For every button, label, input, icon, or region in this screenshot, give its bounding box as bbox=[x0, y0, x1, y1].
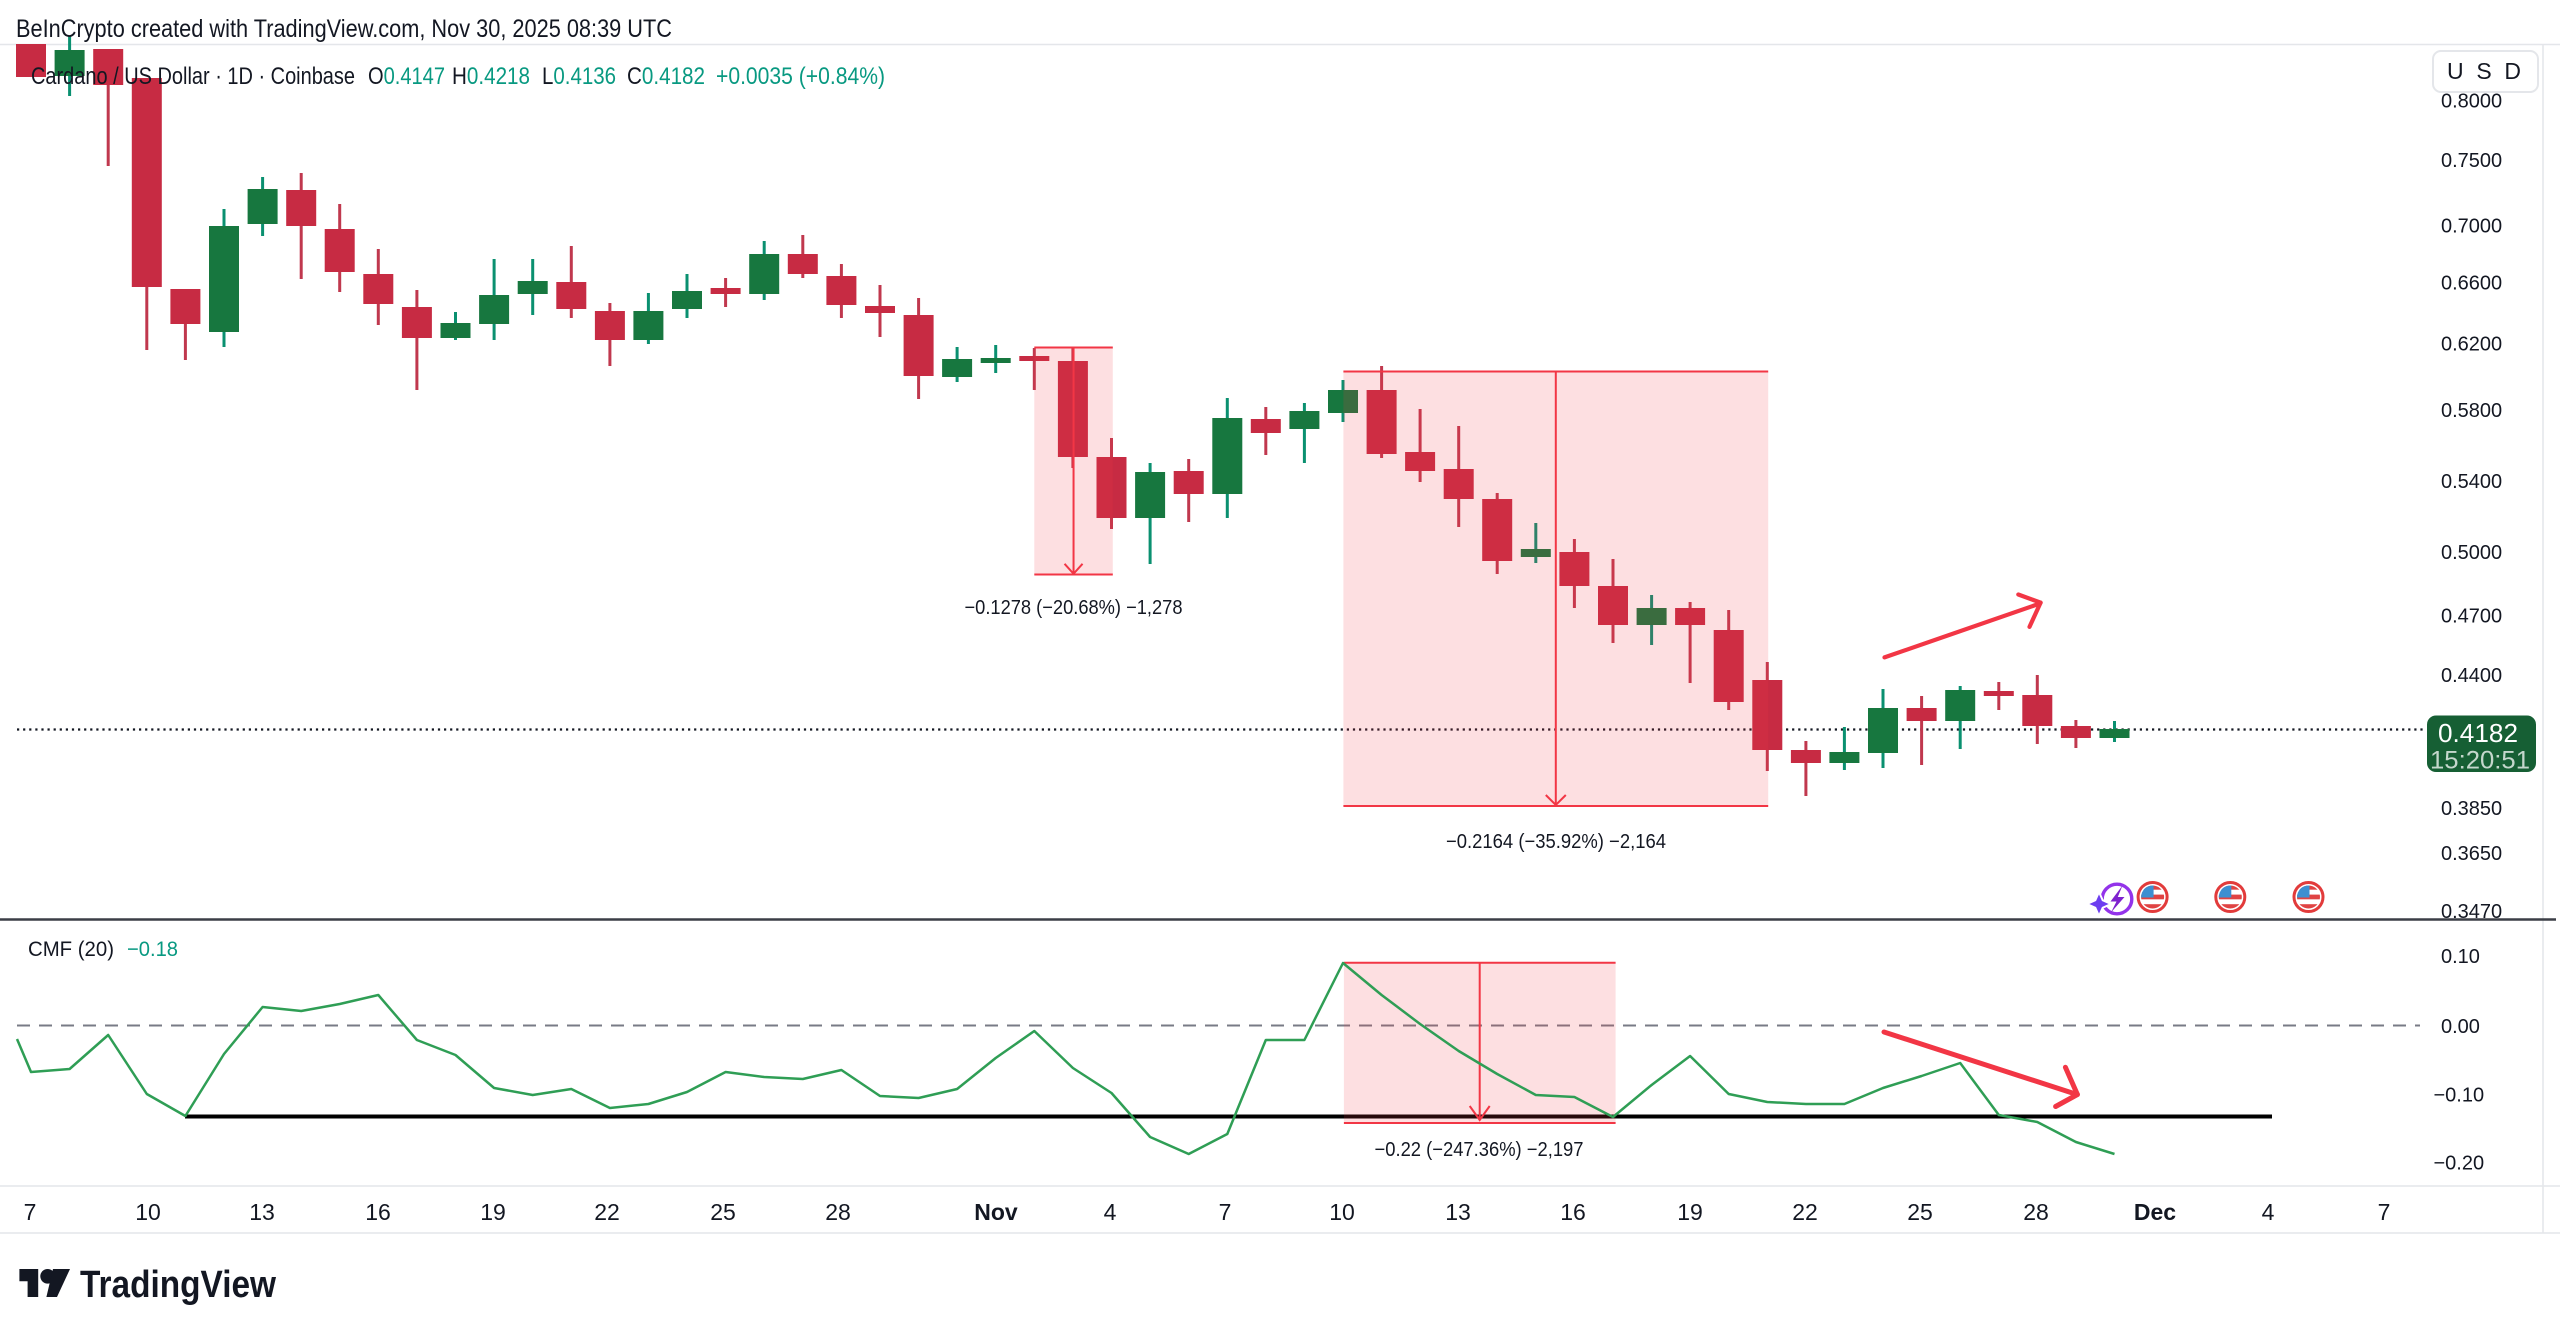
svg-text:4: 4 bbox=[2262, 1199, 2275, 1225]
svg-text:15:20:51: 15:20:51 bbox=[2430, 747, 2530, 775]
svg-text:+0.0035 (+0.84%): +0.0035 (+0.84%) bbox=[716, 63, 885, 90]
svg-text:−0.20: −0.20 bbox=[2434, 1153, 2485, 1175]
svg-text:H0.4218: H0.4218 bbox=[452, 63, 530, 90]
svg-text:0.3650: 0.3650 bbox=[2441, 843, 2502, 865]
svg-text:19: 19 bbox=[1677, 1199, 1703, 1225]
svg-text:16: 16 bbox=[1560, 1199, 1586, 1225]
svg-text:CMF (20): CMF (20) bbox=[28, 938, 114, 961]
svg-text:O0.4147: O0.4147 bbox=[368, 63, 445, 90]
svg-text:0.4700: 0.4700 bbox=[2441, 605, 2502, 627]
svg-text:4: 4 bbox=[1104, 1199, 1117, 1225]
svg-text:0.6200: 0.6200 bbox=[2441, 334, 2502, 356]
svg-text:25: 25 bbox=[1907, 1199, 1933, 1225]
svg-text:10: 10 bbox=[135, 1199, 161, 1225]
svg-text:13: 13 bbox=[1445, 1199, 1471, 1225]
svg-text:−0.10: −0.10 bbox=[2434, 1085, 2485, 1107]
svg-text:−0.18: −0.18 bbox=[127, 938, 178, 961]
svg-text:0.4400: 0.4400 bbox=[2441, 665, 2502, 687]
svg-text:25: 25 bbox=[710, 1199, 736, 1225]
svg-text:−0.22 (−247.36%) −2,197: −0.22 (−247.36%) −2,197 bbox=[1375, 1139, 1584, 1161]
svg-text:Nov: Nov bbox=[974, 1199, 1018, 1225]
svg-text:22: 22 bbox=[594, 1199, 620, 1225]
svg-text:0.4182: 0.4182 bbox=[2438, 718, 2518, 748]
svg-text:−0.2164 (−35.92%) −2,164: −0.2164 (−35.92%) −2,164 bbox=[1446, 831, 1666, 853]
svg-text:0.5000: 0.5000 bbox=[2441, 542, 2502, 564]
svg-text:0.7000: 0.7000 bbox=[2441, 216, 2502, 238]
svg-text:0.00: 0.00 bbox=[2441, 1016, 2480, 1038]
svg-text:0.5800: 0.5800 bbox=[2441, 400, 2502, 422]
svg-text:28: 28 bbox=[2023, 1199, 2049, 1225]
svg-text:L0.4136: L0.4136 bbox=[542, 63, 616, 90]
svg-text:BeInCrypto created with Tradin: BeInCrypto created with TradingView.com,… bbox=[16, 15, 672, 43]
svg-text:0.5400: 0.5400 bbox=[2441, 471, 2502, 493]
svg-text:16: 16 bbox=[365, 1199, 391, 1225]
svg-text:10: 10 bbox=[1329, 1199, 1355, 1225]
svg-text:0.3470: 0.3470 bbox=[2441, 901, 2502, 923]
svg-text:0.6600: 0.6600 bbox=[2441, 272, 2502, 294]
svg-text:7: 7 bbox=[1219, 1199, 1232, 1225]
svg-text:22: 22 bbox=[1792, 1199, 1818, 1225]
svg-text:13: 13 bbox=[249, 1199, 275, 1225]
svg-text:−0.1278 (−20.68%) −1,278: −0.1278 (−20.68%) −1,278 bbox=[965, 597, 1183, 619]
svg-text:7: 7 bbox=[24, 1199, 37, 1225]
svg-text:Dec: Dec bbox=[2134, 1199, 2176, 1225]
svg-text:19: 19 bbox=[480, 1199, 506, 1225]
svg-text:0.8000: 0.8000 bbox=[2441, 91, 2502, 113]
svg-text:0.7500: 0.7500 bbox=[2441, 150, 2502, 172]
svg-text:USD: USD bbox=[2447, 58, 2521, 84]
svg-text:Cardano / US Dollar · 1D · Coi: Cardano / US Dollar · 1D · Coinbase bbox=[31, 63, 355, 90]
svg-text:28: 28 bbox=[825, 1199, 851, 1225]
svg-text:7: 7 bbox=[2378, 1199, 2391, 1225]
svg-text:C0.4182: C0.4182 bbox=[627, 63, 705, 90]
svg-text:0.3850: 0.3850 bbox=[2441, 798, 2502, 820]
svg-text:0.10: 0.10 bbox=[2441, 946, 2480, 968]
svg-text:TradingView: TradingView bbox=[80, 1264, 276, 1306]
